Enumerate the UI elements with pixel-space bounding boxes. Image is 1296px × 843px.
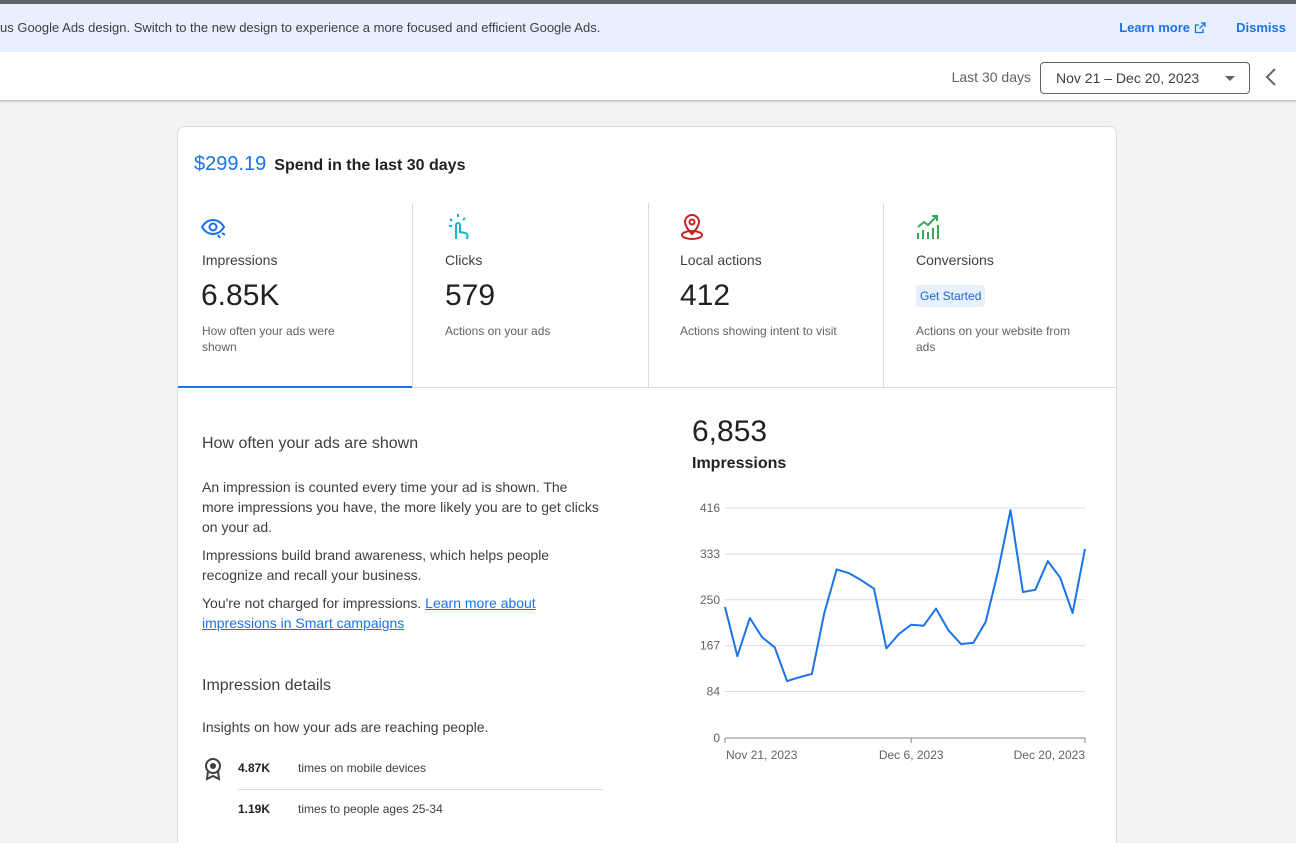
metric-desc: Actions on your website from ads — [916, 324, 1071, 354]
metric-value: 579 — [445, 279, 496, 312]
metric-value: 412 — [680, 279, 731, 312]
x-tick-label: Dec 6, 2023 — [879, 748, 944, 762]
eye-icon — [200, 218, 226, 239]
y-tick-label: 167 — [700, 639, 720, 653]
row-number: 1.19K — [238, 802, 271, 816]
metric-tabs: Impressions 6.85K How often your ads wer… — [178, 203, 1116, 388]
tab-clicks[interactable]: Clicks 579 Actions on your ads — [412, 203, 648, 388]
chart-subtitle: Impressions — [692, 455, 787, 472]
growth-chart-icon — [917, 215, 939, 239]
range-label: Last 30 days — [951, 69, 1031, 85]
row-text: times to people ages 25-34 — [298, 802, 443, 816]
summary-card: $299.19 Spend in the last 30 days Impres… — [177, 126, 1117, 843]
x-tick-label: Nov 21, 2023 — [726, 748, 798, 762]
metric-desc: Actions showing intent to visit — [680, 324, 837, 338]
chart-total: 6,853 — [692, 415, 768, 448]
impressions-details: How often your ads are shown An impressi… — [202, 435, 602, 737]
metric-desc: Actions on your ads — [445, 324, 551, 338]
toolbar: Last 30 days Nov 21 – Dec 20, 2023 — [0, 52, 1296, 101]
metric-name: Conversions — [916, 252, 994, 268]
row-number: 4.87K — [238, 761, 271, 775]
chevron-left-icon[interactable] — [1262, 66, 1280, 88]
date-range-select[interactable]: Nov 21 – Dec 20, 2023 — [1040, 62, 1250, 94]
y-tick-label: 416 — [700, 501, 720, 515]
impression-details-desc: Insights on how your ads are reaching pe… — [202, 719, 489, 735]
list-item: 1.19K times to people ages 25-34 — [238, 789, 603, 829]
metric-name: Clicks — [445, 252, 483, 268]
y-tick-label: 0 — [713, 731, 720, 745]
tab-impressions[interactable]: Impressions 6.85K How often your ads wer… — [178, 203, 412, 388]
tab-local-actions[interactable]: Local actions 412 Actions showing intent… — [648, 203, 883, 388]
date-range-value: Nov 21 – Dec 20, 2023 — [1056, 70, 1200, 86]
y-tick-label: 84 — [707, 685, 721, 699]
get-started-button[interactable]: Get Started — [916, 285, 986, 307]
spend-summary: $299.19 Spend in the last 30 days — [194, 153, 465, 176]
metric-value: 6.85K — [201, 279, 280, 312]
tap-icon — [449, 214, 469, 240]
award-icon — [205, 758, 221, 781]
details-para-3-text: You're not charged for impressions. — [202, 595, 426, 611]
chevron-down-icon — [1225, 76, 1235, 81]
row-text: times on mobile devices — [298, 761, 427, 775]
row-divider — [238, 789, 603, 790]
y-tick-label: 250 — [700, 593, 720, 607]
impressions-line-chart: 0 84 167 250 333 416 Nov 21, 2023 Dec 6, 2023 De… — [700, 501, 1086, 762]
series-line — [724, 509, 1086, 683]
y-tick-label: 333 — [700, 547, 720, 561]
learn-more-impressions-link[interactable]: Learn more about impressions in Smart ca… — [202, 595, 536, 631]
metric-desc: How often your ads were shown — [202, 324, 335, 354]
external-link-icon — [1194, 21, 1206, 33]
learn-more-link[interactable]: Learn more — [1119, 20, 1206, 35]
details-para-2: Impressions build brand awareness, which… — [202, 547, 550, 583]
spend-amount: $299.19 — [194, 153, 267, 175]
list-item: 4.87K times on mobile devices — [238, 748, 603, 788]
tab-conversions[interactable]: Conversions Get Started Actions on your … — [883, 203, 1116, 388]
spend-label: Spend in the last 30 days — [274, 157, 466, 174]
learn-more-label: Learn more — [1119, 20, 1190, 35]
design-banner: us Google Ads design. Switch to the new … — [0, 4, 1296, 52]
dismiss-button[interactable]: Dismiss — [1236, 20, 1286, 35]
location-pin-icon — [681, 213, 703, 240]
details-para-3: You're not charged for impressions. Lear… — [202, 593, 602, 633]
banner-message: us Google Ads design. Switch to the new … — [0, 20, 601, 35]
x-tick-label: Dec 20, 2023 — [1014, 748, 1086, 762]
metric-name: Local actions — [680, 252, 762, 268]
details-title: How often your ads are shown — [202, 435, 419, 452]
metric-name: Impressions — [202, 252, 278, 268]
window-top-bar — [0, 0, 1296, 4]
impression-details-title: Impression details — [202, 677, 331, 694]
details-para-1: An impression is counted every time your… — [202, 479, 599, 535]
